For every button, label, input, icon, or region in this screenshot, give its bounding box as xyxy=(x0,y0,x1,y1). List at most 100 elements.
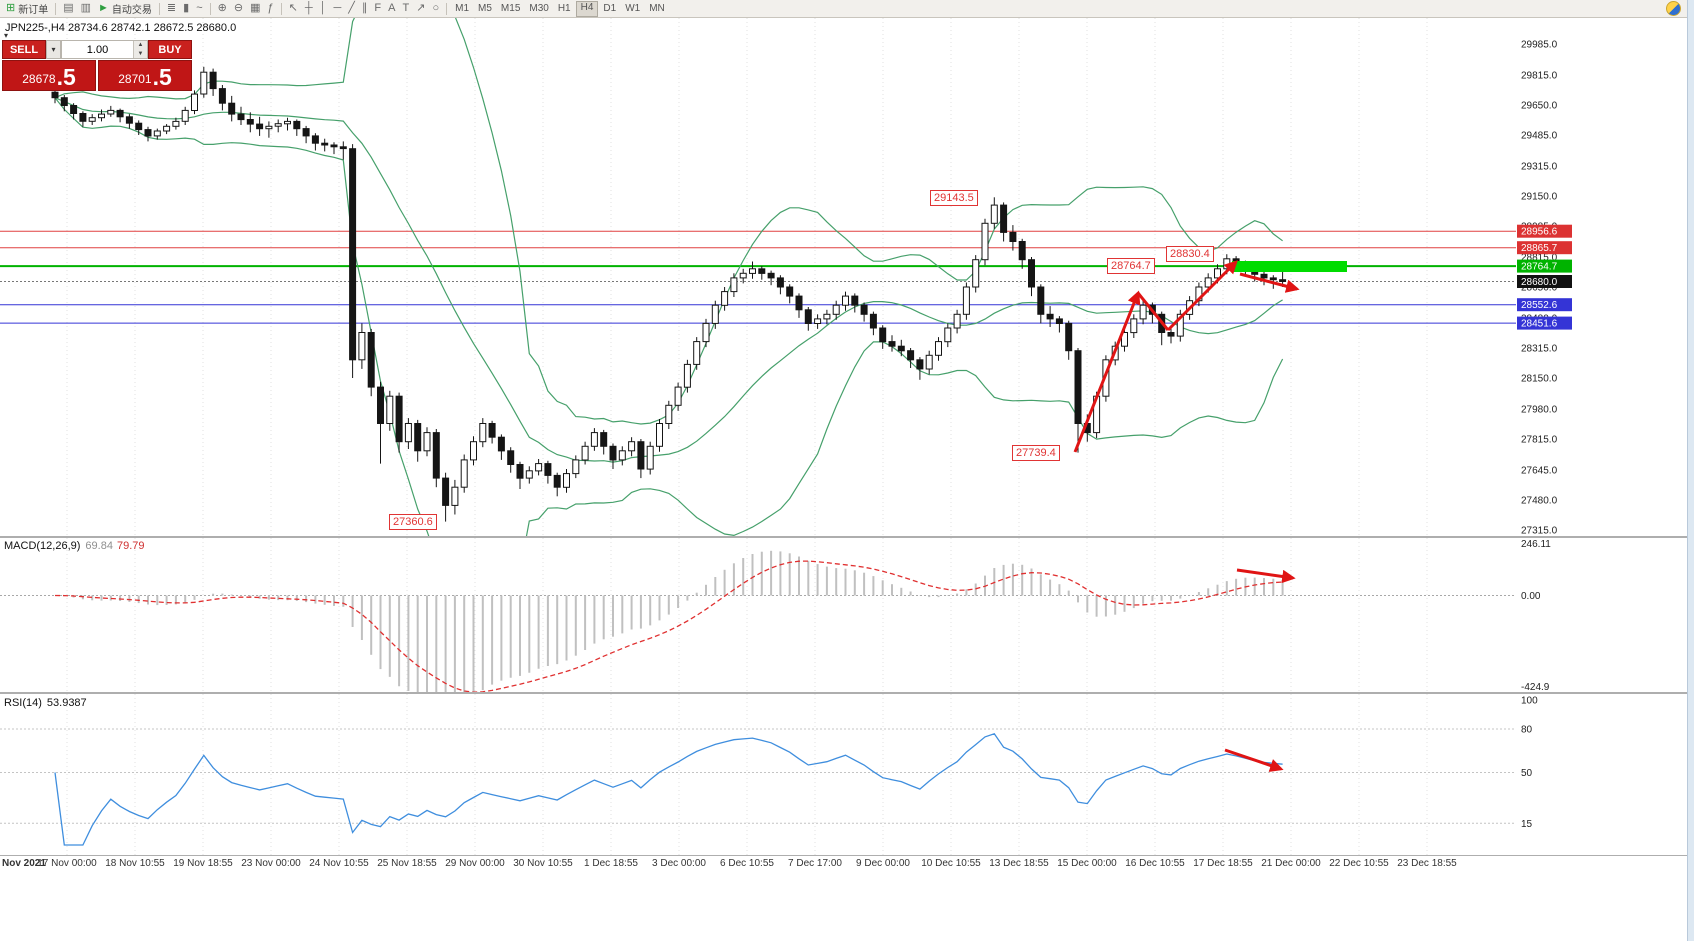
shapes-button[interactable]: ○ xyxy=(429,1,442,16)
macd-value: 69.84 xyxy=(85,540,113,552)
volume-down-icon[interactable]: ▼ xyxy=(134,49,147,58)
time-axis-label: 23 Nov 00:00 xyxy=(241,858,301,869)
timeframe-mn[interactable]: MN xyxy=(649,2,665,14)
price-chart[interactable]: 29985.0 29815.0 29650.0 29485.0 29315.0 29150… xyxy=(0,18,1688,536)
macd-panel-chart[interactable]: 246.11 0.00 -424.9 xyxy=(0,538,1688,692)
timeframe-d1[interactable]: D1 xyxy=(603,2,617,14)
rsi-value: 53.9387 xyxy=(46,697,87,709)
time-axis-label: 21 Dec 00:00 xyxy=(1261,858,1321,869)
panel-separator[interactable] xyxy=(0,536,1688,538)
buy-price-big: .5 xyxy=(152,64,172,90)
fibonacci-icon: F xyxy=(374,2,382,14)
timeframe-m30[interactable]: M30 xyxy=(529,2,549,14)
bar-chart-icon: ≣ xyxy=(166,2,177,14)
text-button[interactable]: A xyxy=(385,1,398,16)
svg-text:29150.0: 29150.0 xyxy=(1521,192,1558,203)
volume-input[interactable] xyxy=(62,41,133,58)
svg-text:28451.6: 28451.6 xyxy=(1521,319,1558,330)
horizontal-line-icon: ─ xyxy=(333,2,342,14)
fibonacci-button[interactable]: F xyxy=(371,1,384,16)
timeframe-h1[interactable]: H1 xyxy=(557,2,571,14)
arrow-objects-button[interactable]: ↗ xyxy=(413,1,428,16)
time-axis-label: 9 Dec 00:00 xyxy=(856,858,910,869)
toolbar-separator xyxy=(158,2,160,15)
sell-price-box[interactable]: 28678 .5 xyxy=(2,60,96,91)
svg-text:28865.7: 28865.7 xyxy=(1521,243,1558,254)
indicators-icon: ƒ xyxy=(267,2,274,14)
profiles-icon: ▥ xyxy=(80,2,92,14)
cursor-button[interactable]: ↖ xyxy=(286,1,301,16)
buy-price-main: 28701 xyxy=(118,72,152,86)
time-axis-label: 30 Nov 10:55 xyxy=(513,858,573,869)
svg-text:28764.7: 28764.7 xyxy=(1521,262,1558,273)
rsi-name: RSI(14) xyxy=(4,697,42,709)
bar-chart-button[interactable]: ≣ xyxy=(164,1,179,16)
time-axis-label: 29 Nov 00:00 xyxy=(445,858,505,869)
trendline-button[interactable]: ╱ xyxy=(345,1,358,16)
time-axis-label: 1 Dec 18:55 xyxy=(584,858,638,869)
time-axis-label: 17 Nov 00:00 xyxy=(37,858,97,869)
volume-stepper[interactable]: ▲ ▼ xyxy=(133,41,147,58)
indicators-button[interactable]: ƒ xyxy=(264,1,276,16)
scrollbar[interactable] xyxy=(1687,0,1694,941)
toolbar-separator xyxy=(446,2,448,15)
time-axis-label: 25 Nov 18:55 xyxy=(377,858,437,869)
channel-button[interactable]: ∥ xyxy=(359,1,371,16)
svg-text:0.00: 0.00 xyxy=(1521,591,1541,602)
charts-button[interactable]: ▤ xyxy=(60,1,76,16)
toolbar-separator xyxy=(280,2,282,15)
time-axis: Nov 2021 17 Nov 00:00 18 Nov 10:55 19 Nov 1… xyxy=(0,857,1688,875)
horizontal-line-button[interactable]: ─ xyxy=(331,1,345,16)
rsi-panel-chart[interactable]: 100 80 50 15 xyxy=(0,694,1688,855)
sell-button[interactable]: SELL xyxy=(2,40,46,59)
timeframe-w1[interactable]: W1 xyxy=(625,2,641,14)
autotrading-button[interactable]: ► 自动交易 xyxy=(95,1,155,17)
grid-icon: ▦ xyxy=(250,2,261,14)
volume-up-icon[interactable]: ▲ xyxy=(134,41,147,50)
timeframe-m5[interactable]: M5 xyxy=(478,2,492,14)
svg-text:29815.0: 29815.0 xyxy=(1521,70,1558,81)
zoom-out-button[interactable]: ⊖ xyxy=(231,1,246,16)
svg-text:29985.0: 29985.0 xyxy=(1521,40,1558,51)
buy-price-box[interactable]: 28701 .5 xyxy=(98,60,192,91)
one-click-trading-panel: SELL ▾ ▲ ▼ BUY 28678 .5 28701 .5 xyxy=(2,40,192,91)
macd-indicator-label: MACD(12,26,9) 69.84 79.79 xyxy=(4,540,144,552)
candle-chart-icon: ▮ xyxy=(183,2,190,14)
line-chart-button[interactable]: ~ xyxy=(193,1,205,16)
macd-name: MACD(12,26,9) xyxy=(4,540,81,552)
svg-text:28552.6: 28552.6 xyxy=(1521,300,1558,311)
timeframe-h4[interactable]: H4 xyxy=(575,0,599,17)
new-order-button[interactable]: ⊞ 新订单 xyxy=(3,1,51,17)
profiles-button[interactable]: ▥ xyxy=(78,1,94,16)
panel-separator[interactable] xyxy=(0,692,1688,694)
text-label-button[interactable]: T xyxy=(400,1,413,16)
toolbar-separator xyxy=(55,2,57,15)
text-label-icon: T xyxy=(402,2,410,14)
one-click-collapse-button[interactable]: ▾ xyxy=(4,31,9,40)
grid-button[interactable]: ▦ xyxy=(247,1,263,16)
toolbar: ⊞ 新订单 ▤ ▥ ► 自动交易 ≣ ▮ ~ ⊕ ⊖ ▦ ƒ ↖ ┼ │ ─ ╱ ∥ F A T ↗ ○ M1 M5 M15 M30 H… xyxy=(0,0,1694,18)
price-callout: 28830.4 xyxy=(1166,246,1214,262)
crosshair-button[interactable]: ┼ xyxy=(302,1,316,16)
buy-button[interactable]: BUY xyxy=(148,40,192,59)
order-type-dropdown[interactable]: ▾ xyxy=(46,40,61,59)
time-axis-label: 22 Dec 10:55 xyxy=(1329,858,1389,869)
trendline-icon: ╱ xyxy=(348,2,355,14)
panel-separator xyxy=(0,855,1688,856)
price-callout: 27360.6 xyxy=(389,514,437,530)
svg-text:27645.0: 27645.0 xyxy=(1521,465,1558,476)
candle-chart-button[interactable]: ▮ xyxy=(180,1,192,16)
svg-text:28815.0: 28815.0 xyxy=(1521,253,1558,264)
svg-text:28315.0: 28315.0 xyxy=(1521,344,1558,355)
macd-signal-value: 79.79 xyxy=(116,540,145,552)
zoom-in-button[interactable]: ⊕ xyxy=(215,1,230,16)
timeframe-m15[interactable]: M15 xyxy=(500,2,521,14)
timeframe-m1[interactable]: M1 xyxy=(455,2,470,14)
community-icon[interactable] xyxy=(1666,1,1681,16)
time-axis-label: 24 Nov 10:55 xyxy=(309,858,369,869)
time-axis-label: 23 Dec 18:55 xyxy=(1397,858,1457,869)
sell-price-big: .5 xyxy=(56,64,76,90)
vertical-line-button[interactable]: │ xyxy=(317,1,330,16)
time-axis-label: 10 Dec 10:55 xyxy=(921,858,981,869)
